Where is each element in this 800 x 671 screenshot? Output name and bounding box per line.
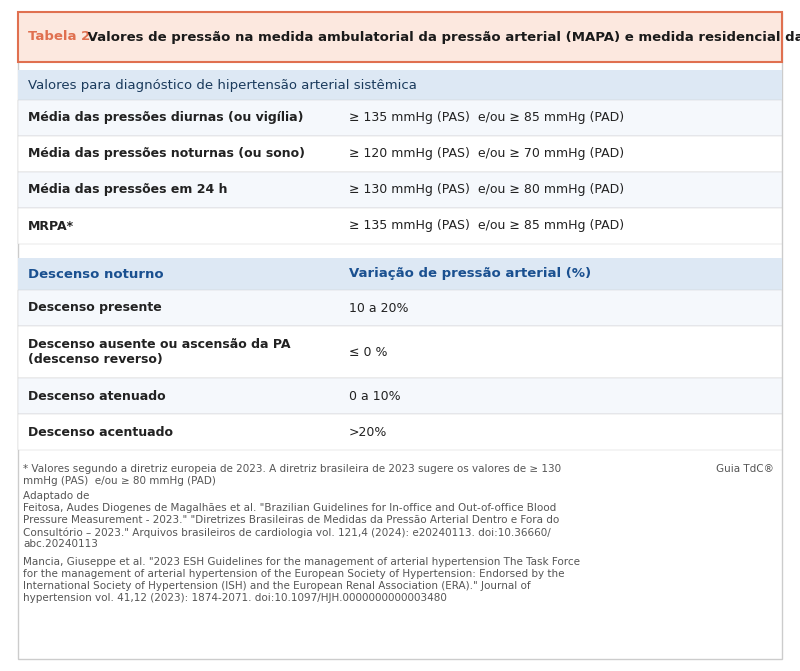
Text: ≥ 135 mmHg (PAS)  e/ou ≥ 85 mmHg (PAD): ≥ 135 mmHg (PAS) e/ou ≥ 85 mmHg (PAD) bbox=[349, 111, 624, 125]
Text: Guia TdC®: Guia TdC® bbox=[716, 464, 774, 474]
Text: Pressure Measurement - 2023." "Diretrizes Brasileiras de Medidas da Pressão Arte: Pressure Measurement - 2023." "Diretrize… bbox=[23, 515, 559, 525]
Text: hypertension vol. 41,12 (2023): 1874-2071. doi:10.1097/HJH.0000000000003480: hypertension vol. 41,12 (2023): 1874-207… bbox=[23, 593, 447, 603]
Text: ≥ 120 mmHg (PAS)  e/ou ≥ 70 mmHg (PAD): ≥ 120 mmHg (PAS) e/ou ≥ 70 mmHg (PAD) bbox=[349, 148, 624, 160]
Bar bbox=[18, 12, 782, 62]
Text: MRPA*: MRPA* bbox=[28, 219, 74, 232]
Text: Descenso presente: Descenso presente bbox=[28, 301, 162, 315]
Text: Adaptado de: Adaptado de bbox=[23, 491, 90, 501]
Text: ≥ 135 mmHg (PAS)  e/ou ≥ 85 mmHg (PAD): ≥ 135 mmHg (PAS) e/ou ≥ 85 mmHg (PAD) bbox=[349, 219, 624, 232]
Bar bbox=[18, 378, 782, 414]
Bar bbox=[18, 208, 782, 244]
Bar bbox=[18, 136, 782, 172]
Text: Consultório – 2023." Arquivos brasileiros de cardiologia vol. 121,4 (2024): e202: Consultório – 2023." Arquivos brasileiro… bbox=[23, 527, 550, 537]
Text: 10 a 20%: 10 a 20% bbox=[349, 301, 408, 315]
Text: Variação de pressão arterial (%): Variação de pressão arterial (%) bbox=[349, 268, 591, 280]
Bar bbox=[18, 70, 782, 100]
Text: (descenso reverso): (descenso reverso) bbox=[28, 352, 162, 366]
Bar bbox=[18, 414, 782, 450]
Text: Tabela 2.: Tabela 2. bbox=[28, 30, 95, 44]
Text: for the management of arterial hypertension of the European Society of Hypertens: for the management of arterial hypertens… bbox=[23, 569, 565, 579]
Text: mmHg (PAS)  e/ou ≥ 80 mmHg (PAD): mmHg (PAS) e/ou ≥ 80 mmHg (PAD) bbox=[23, 476, 216, 486]
Text: Feitosa, Audes Diogenes de Magalhães et al. "Brazilian Guidelines for In-office : Feitosa, Audes Diogenes de Magalhães et … bbox=[23, 503, 556, 513]
Text: abc.20240113: abc.20240113 bbox=[23, 539, 98, 549]
Text: Valores de pressão na medida ambulatorial da pressão arterial (MAPA) e medida re: Valores de pressão na medida ambulatoria… bbox=[83, 30, 800, 44]
Text: Valores para diagnóstico de hipertensão arterial sistêmica: Valores para diagnóstico de hipertensão … bbox=[28, 79, 417, 91]
Text: * Valores segundo a diretriz europeia de 2023. A diretriz brasileira de 2023 sug: * Valores segundo a diretriz europeia de… bbox=[23, 464, 561, 474]
Text: Descenso acentuado: Descenso acentuado bbox=[28, 425, 173, 439]
Text: Descenso atenuado: Descenso atenuado bbox=[28, 389, 166, 403]
Text: ≤ 0 %: ≤ 0 % bbox=[349, 346, 387, 358]
Text: Média das pressões noturnas (ou sono): Média das pressões noturnas (ou sono) bbox=[28, 148, 305, 160]
Text: Média das pressões em 24 h: Média das pressões em 24 h bbox=[28, 183, 227, 197]
Text: Descenso ausente ou ascensão da PA: Descenso ausente ou ascensão da PA bbox=[28, 338, 290, 352]
Bar bbox=[18, 258, 782, 290]
Bar bbox=[18, 172, 782, 208]
Text: Média das pressões diurnas (ou vigília): Média das pressões diurnas (ou vigília) bbox=[28, 111, 303, 125]
Bar bbox=[18, 290, 782, 326]
Text: ≥ 130 mmHg (PAS)  e/ou ≥ 80 mmHg (PAD): ≥ 130 mmHg (PAS) e/ou ≥ 80 mmHg (PAD) bbox=[349, 183, 624, 197]
Bar bbox=[18, 100, 782, 136]
Text: 0 a 10%: 0 a 10% bbox=[349, 389, 401, 403]
Text: International Society of Hypertension (ISH) and the European Renal Association (: International Society of Hypertension (I… bbox=[23, 581, 530, 591]
Bar bbox=[18, 326, 782, 378]
Text: >20%: >20% bbox=[349, 425, 387, 439]
Text: Descenso noturno: Descenso noturno bbox=[28, 268, 164, 280]
Text: Mancia, Giuseppe et al. "2023 ESH Guidelines for the management of arterial hype: Mancia, Giuseppe et al. "2023 ESH Guidel… bbox=[23, 557, 580, 567]
